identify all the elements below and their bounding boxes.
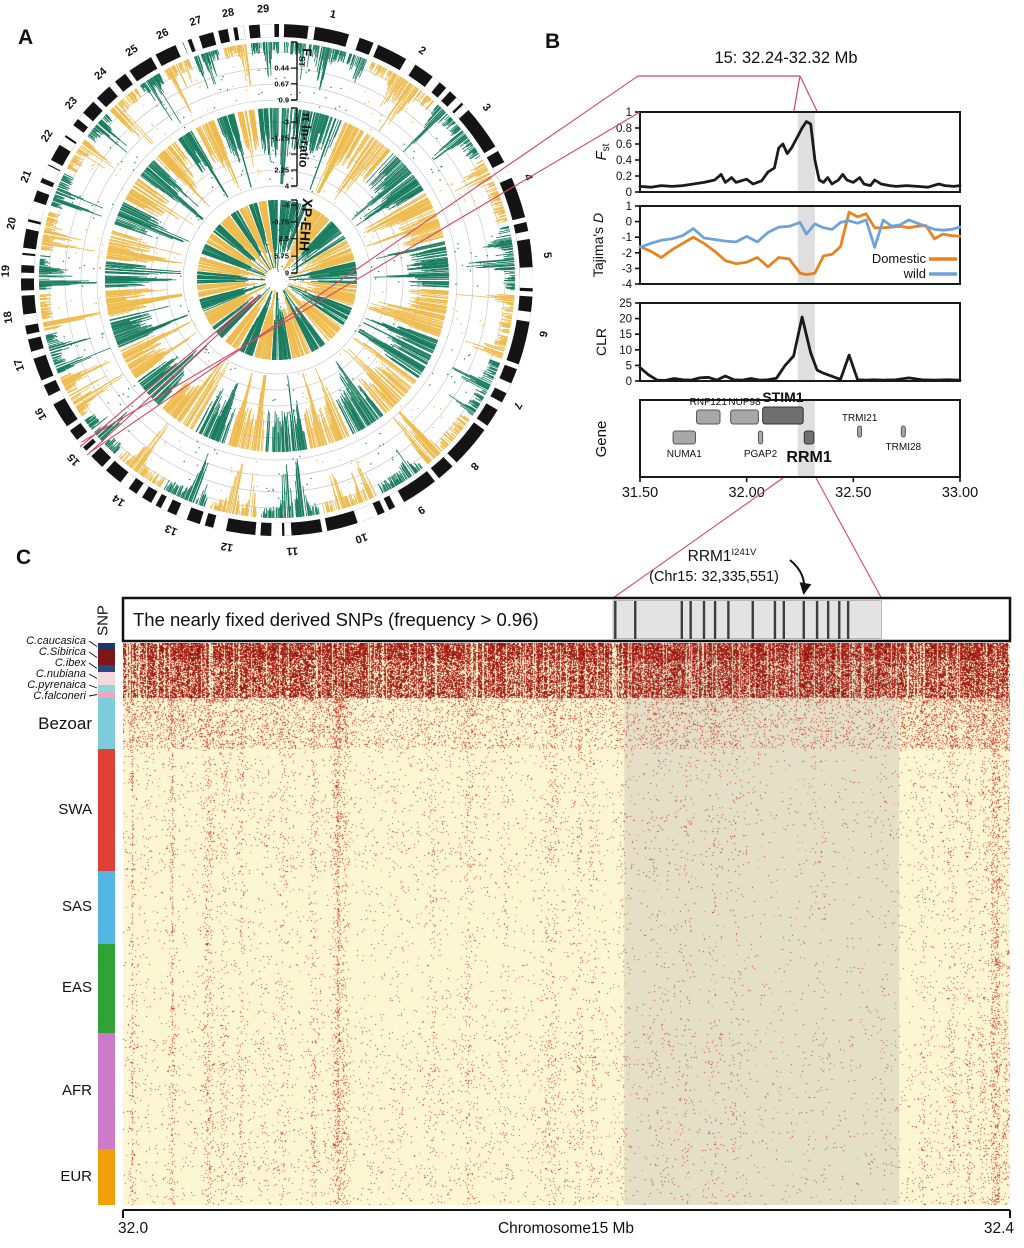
group-label-bezoar: Bezoar [38,714,92,733]
group-label-eas: EAS [61,979,92,996]
panel-b-plots: 10.80.60.40.2010-1-2-3-42520151050Domest… [81,49,978,501]
panel-a-label: A [18,26,34,49]
species-label-falconeri: C.falconeri [33,690,86,702]
circos-plot: 1234567891011121314151617181920212223242… [0,3,553,557]
species-label-ibex: C.ibex [54,657,86,669]
group-label-afr: AFR [62,1082,92,1099]
panel-b-label: B [545,30,561,53]
species-label-caucasica: C.caucasica [26,635,86,647]
species-label-sibirica: C.Sibirica [38,646,86,658]
group-label-sas: SAS [61,898,92,915]
group-label-eur: EUR [60,1168,92,1185]
snp-axis-label: SNP [94,605,112,636]
species-label-pyrenaica: C.pyrenaica [27,679,86,691]
species-label-nubiana: C.nubiana [35,668,86,680]
panel-c-label: C [16,546,32,569]
group-label-swa: SWA [58,801,92,818]
snp-heatmap-canvas [123,643,1010,1205]
